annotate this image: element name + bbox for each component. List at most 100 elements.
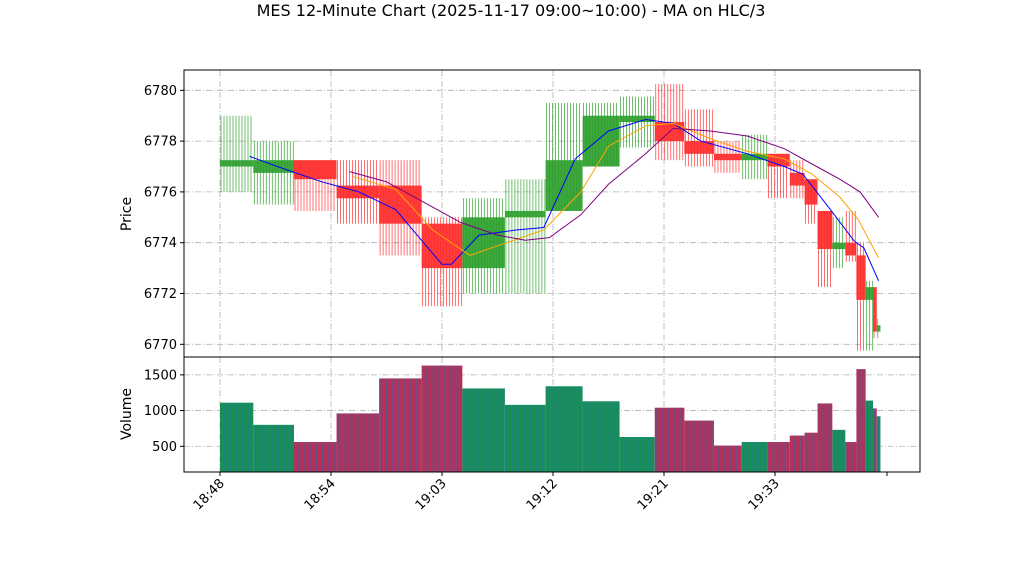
moving-average-line [349, 127, 880, 241]
candle-body [504, 210, 546, 218]
volume-axis-label: Volume [119, 388, 135, 440]
volume-bar [684, 420, 714, 472]
volume-bar [856, 369, 866, 472]
candle-down [845, 210, 857, 262]
volume-bar [804, 432, 818, 472]
candle-body [789, 172, 805, 186]
volume-bar-fill [582, 401, 620, 472]
candle-body [684, 141, 714, 154]
candle-up [504, 179, 546, 294]
volume-bars [220, 365, 881, 472]
volume-bar [817, 403, 833, 472]
price-tick-label: 6780 [144, 84, 177, 99]
volume-bar [873, 408, 877, 472]
volume-bar [865, 400, 874, 472]
candle-down [817, 210, 833, 288]
volume-bar-fill [619, 437, 655, 472]
volume-bar-fill [336, 413, 380, 472]
volume-bar-fill [421, 365, 463, 472]
candle-up [253, 141, 294, 205]
volume-bar [713, 445, 742, 472]
volume-bar-fill [462, 388, 505, 472]
candle-body [876, 325, 881, 332]
candle-up [582, 103, 620, 167]
price-tick-label: 6774 [144, 236, 177, 251]
volume-bar [876, 416, 881, 472]
volume-bar [253, 424, 294, 472]
chart-title: MES 12-Minute Chart (2025-11-17 09:00~10… [257, 1, 766, 20]
price-axes-frame [183, 69, 921, 358]
price-candles [220, 83, 881, 351]
volume-bar-fill [379, 378, 422, 472]
candle-down [804, 179, 818, 224]
volume-bar-fill [865, 400, 874, 472]
candle-body [873, 287, 877, 332]
volume-tick-label: 1000 [144, 404, 177, 419]
candle-body [741, 153, 768, 161]
volume-bar-fill [873, 408, 877, 472]
volume-bar-fill [713, 445, 742, 472]
candle-body [845, 242, 857, 256]
volume-bar-fill [876, 416, 881, 472]
volume-bar [336, 413, 380, 472]
price-tick-label: 6778 [144, 135, 177, 150]
volume-bar-fill [767, 442, 790, 472]
volume-bar [767, 442, 790, 472]
candle-body [253, 160, 294, 173]
price-panel: 6770 6772 6774 6776 6778 6780 Price [119, 69, 921, 358]
volume-bar-fill [504, 404, 546, 472]
time-x-ticks: 18:48 18:54 19:03 19:12 19:21 19:33 [191, 472, 888, 513]
volume-bar [421, 365, 463, 472]
volume-axes-frame [183, 356, 921, 473]
candle-up [865, 280, 874, 351]
candle-body [856, 255, 866, 300]
candle-down [789, 160, 805, 199]
candle-up [220, 115, 254, 192]
moving-average-line [249, 118, 880, 282]
candle-body [294, 160, 337, 180]
candle-down [654, 83, 685, 161]
price-tick-label: 6776 [144, 185, 177, 200]
candle-down [713, 141, 742, 173]
candle-up [832, 217, 846, 269]
candle-body [220, 160, 254, 167]
volume-bar-fill [804, 432, 818, 472]
candle-down [684, 109, 714, 167]
candle-body [865, 287, 874, 300]
time-tick-label: 18:54 [302, 476, 339, 513]
candle-body [817, 210, 833, 250]
volume-bar-fill [684, 420, 714, 472]
volume-panel: 500 1000 1500 Volume [119, 356, 921, 473]
volume-bar-fill [832, 429, 846, 472]
candle-down [873, 287, 877, 338]
volume-bar-fill [545, 386, 583, 472]
candle-body [804, 179, 818, 205]
volume-bar-fill [845, 442, 857, 472]
price-tick-label: 6772 [144, 287, 177, 302]
volume-bar-fill [253, 424, 294, 472]
volume-bar [789, 435, 805, 472]
time-tick-label: 19:33 [746, 476, 783, 513]
volume-bar [654, 407, 685, 472]
candle-up [545, 103, 583, 211]
price-grid [184, 70, 920, 357]
volume-bar [462, 388, 505, 472]
time-tick-label: 18:48 [191, 476, 228, 513]
moving-average-line [353, 122, 880, 259]
price-tick-label: 6770 [144, 338, 177, 353]
volume-bar [504, 404, 546, 472]
moving-average-lines [249, 118, 880, 282]
volume-bar [379, 378, 422, 472]
volume-bar-fill [294, 442, 337, 472]
time-tick-label: 19:21 [635, 476, 672, 513]
volume-bar [741, 442, 768, 472]
volume-bar [832, 429, 846, 472]
time-tick-label: 19:12 [524, 476, 561, 513]
volume-bar [220, 402, 254, 472]
volume-y-ticks: 500 1000 1500 [144, 368, 184, 455]
volume-bar [582, 401, 620, 472]
volume-bar [545, 386, 583, 472]
price-axis-label: Price [119, 197, 135, 231]
volume-bar [619, 437, 655, 472]
